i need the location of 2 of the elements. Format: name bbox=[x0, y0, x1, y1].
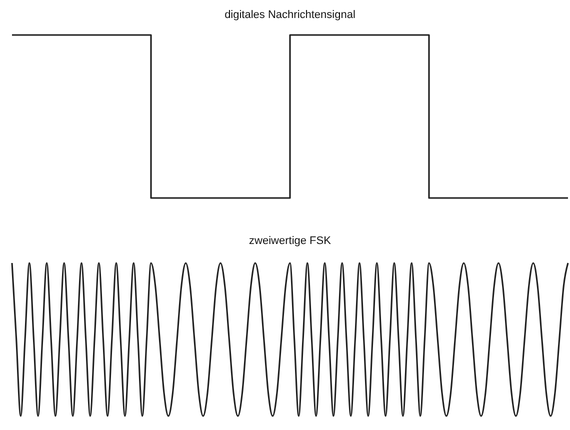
chart-title: zweiwertige FSK bbox=[249, 235, 332, 247]
chart-title: digitales Nachrichtensignal bbox=[224, 9, 356, 21]
